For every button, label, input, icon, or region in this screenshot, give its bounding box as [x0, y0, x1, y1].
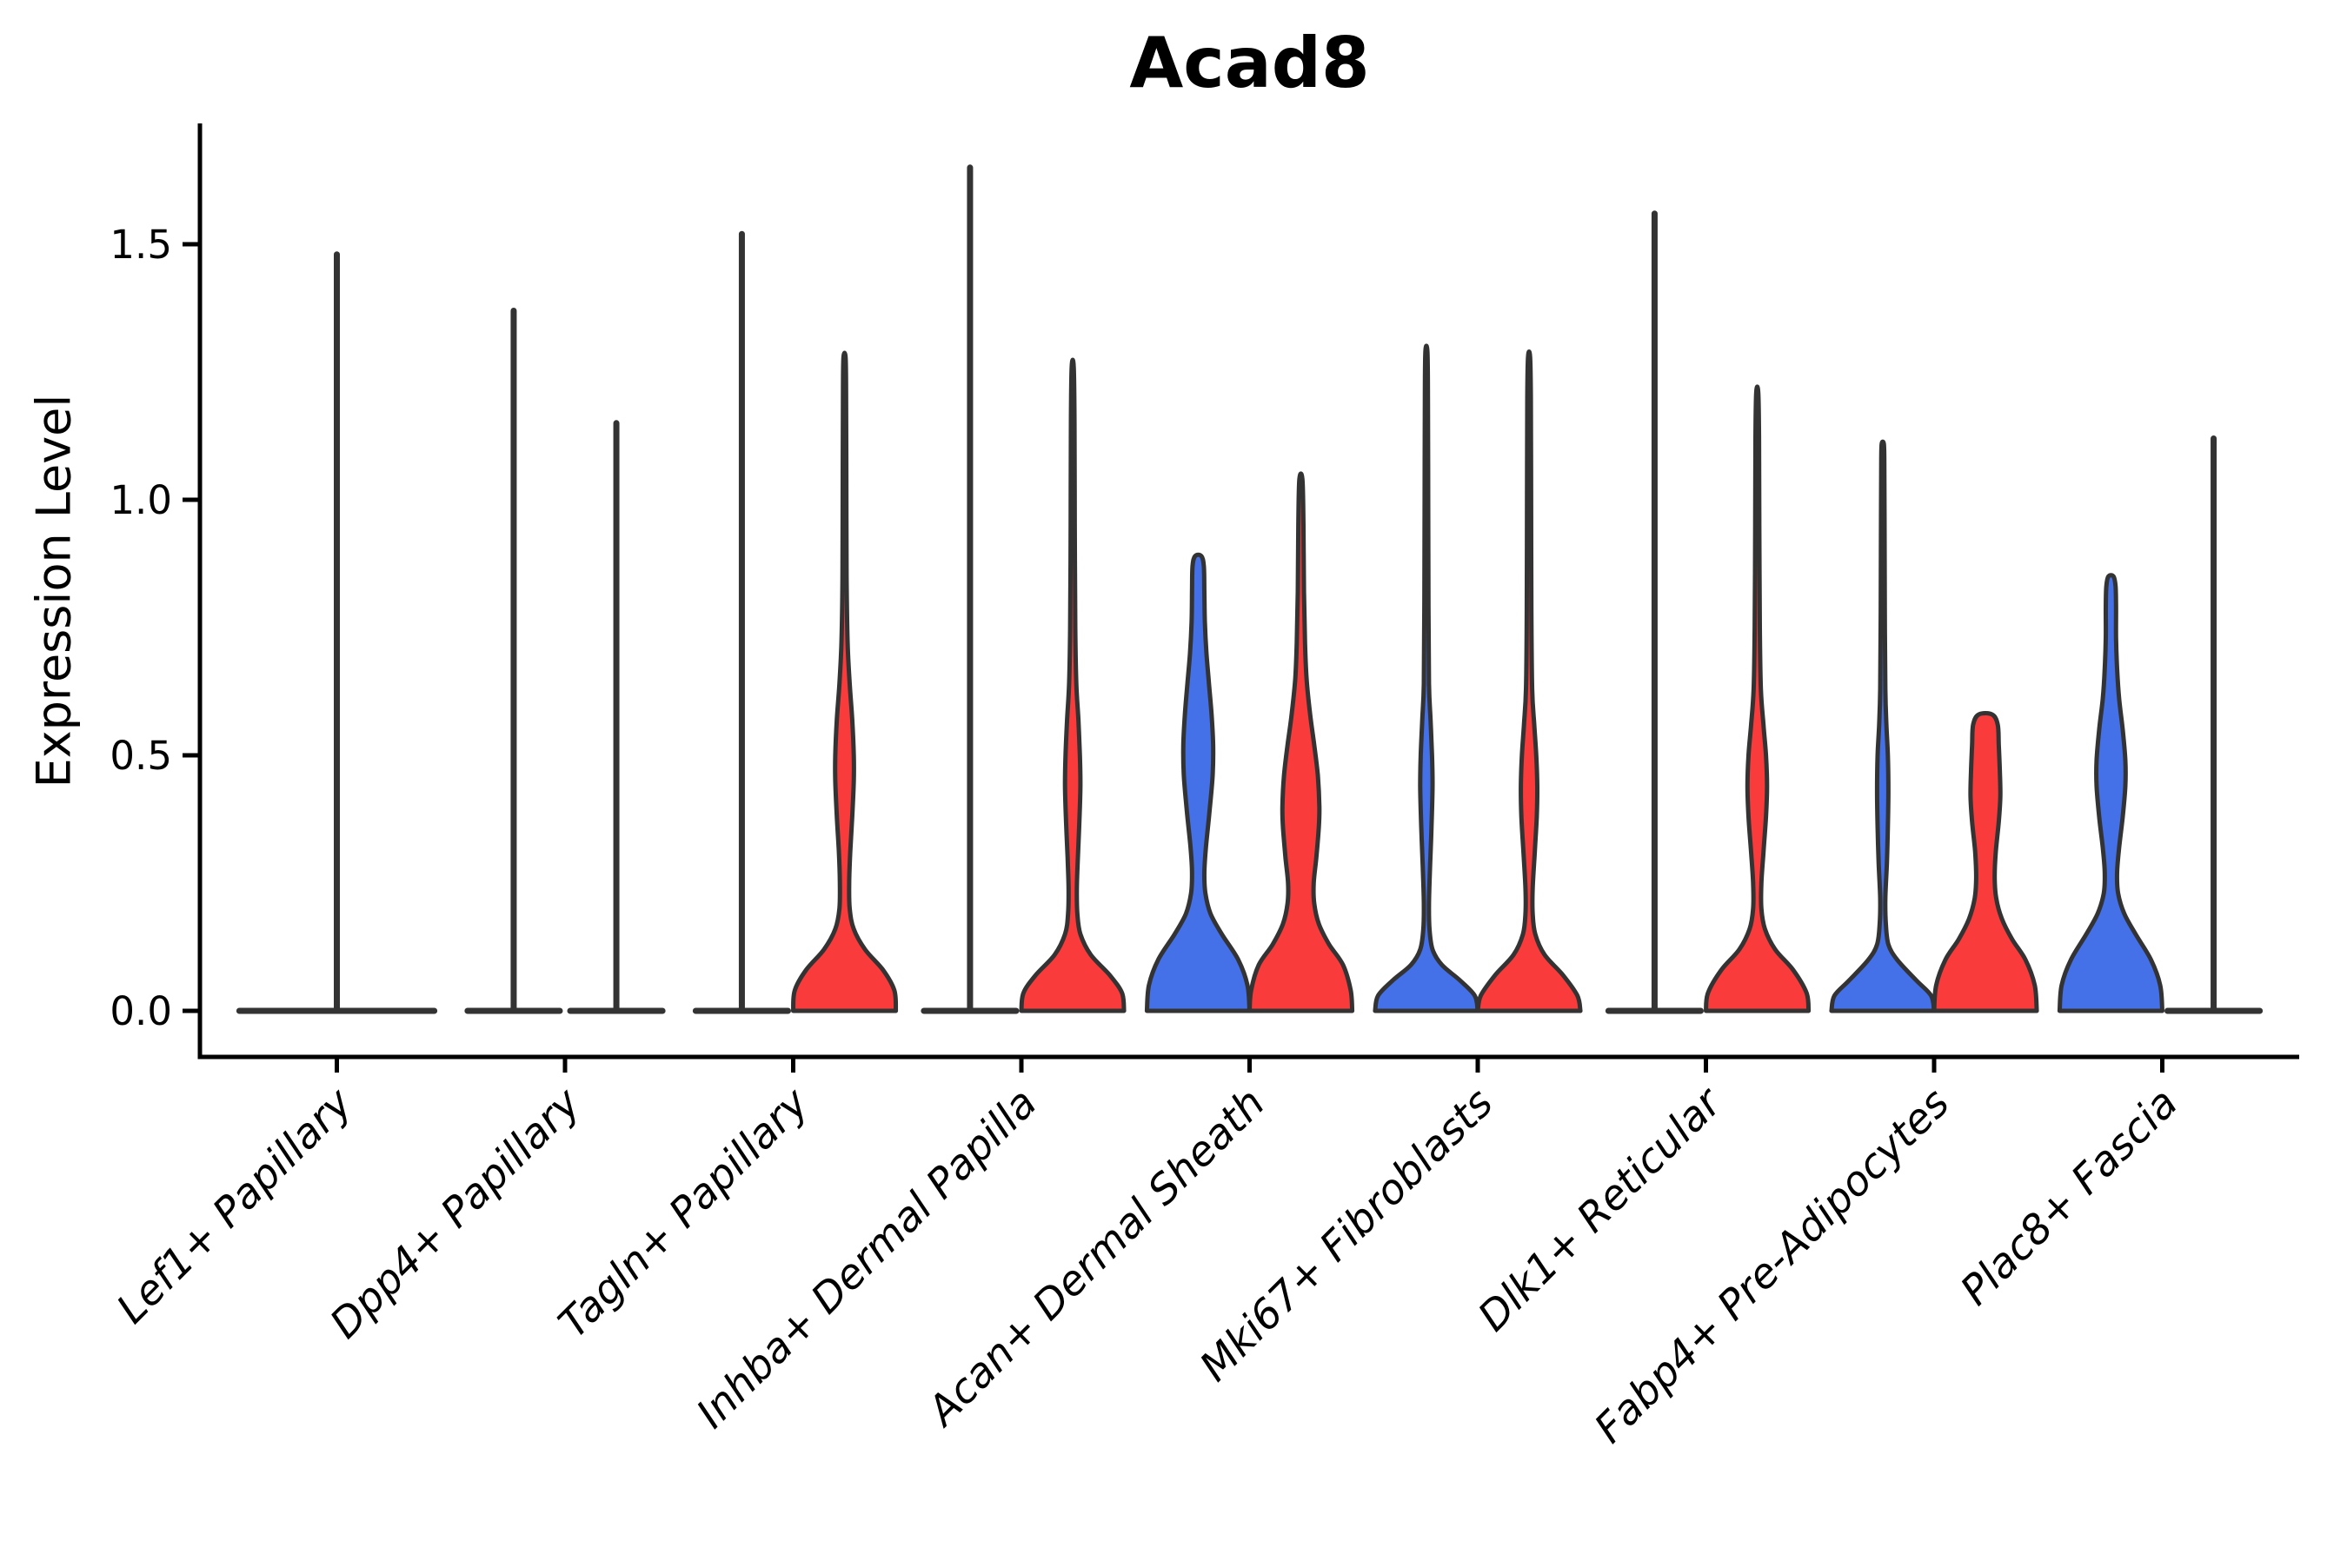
- y-axis-title: Expression Level: [26, 394, 82, 788]
- violin-mki67-fibroblasts-red: [1475, 349, 1583, 1013]
- x-category-label-tagln-papillary: Tagln+ Papillary: [549, 1079, 819, 1348]
- y-tick-label: 1.0: [110, 477, 172, 523]
- violin-plac8-fascia-blue: [2057, 573, 2164, 1013]
- violin-acan-dermal-sheath-red: [1247, 471, 1355, 1013]
- violin-fabp4-pre-adipocytes-red: [1931, 711, 2039, 1013]
- violin-mki67-fibroblasts-blue: [1373, 343, 1480, 1013]
- y-tick-label: 1.5: [110, 222, 172, 268]
- y-tick-label: 0.0: [110, 988, 172, 1034]
- violin-dlk1-reticular-red: [1704, 384, 1812, 1013]
- violin-fabp4-pre-adipocytes-blue: [1829, 439, 1937, 1013]
- chart-title: Acad8: [1129, 23, 1370, 103]
- x-category-label-plac8-fascia: Plac8+ Fascia: [1951, 1080, 2187, 1315]
- x-category-label-dpp4-papillary: Dpp4+ Papillary: [321, 1079, 590, 1348]
- violin-tagln-papillary-red: [791, 350, 899, 1013]
- x-category-label-dlk1-reticular: Dlk1+ Reticular: [1469, 1078, 1732, 1341]
- x-category-label-lef1-papillary: Lef1+ Papillary: [108, 1079, 362, 1333]
- violin-inhba-dermal-papilla-red: [1019, 357, 1127, 1013]
- y-tick-label: 0.5: [110, 733, 172, 779]
- violin-acan-dermal-sheath-blue: [1144, 552, 1252, 1013]
